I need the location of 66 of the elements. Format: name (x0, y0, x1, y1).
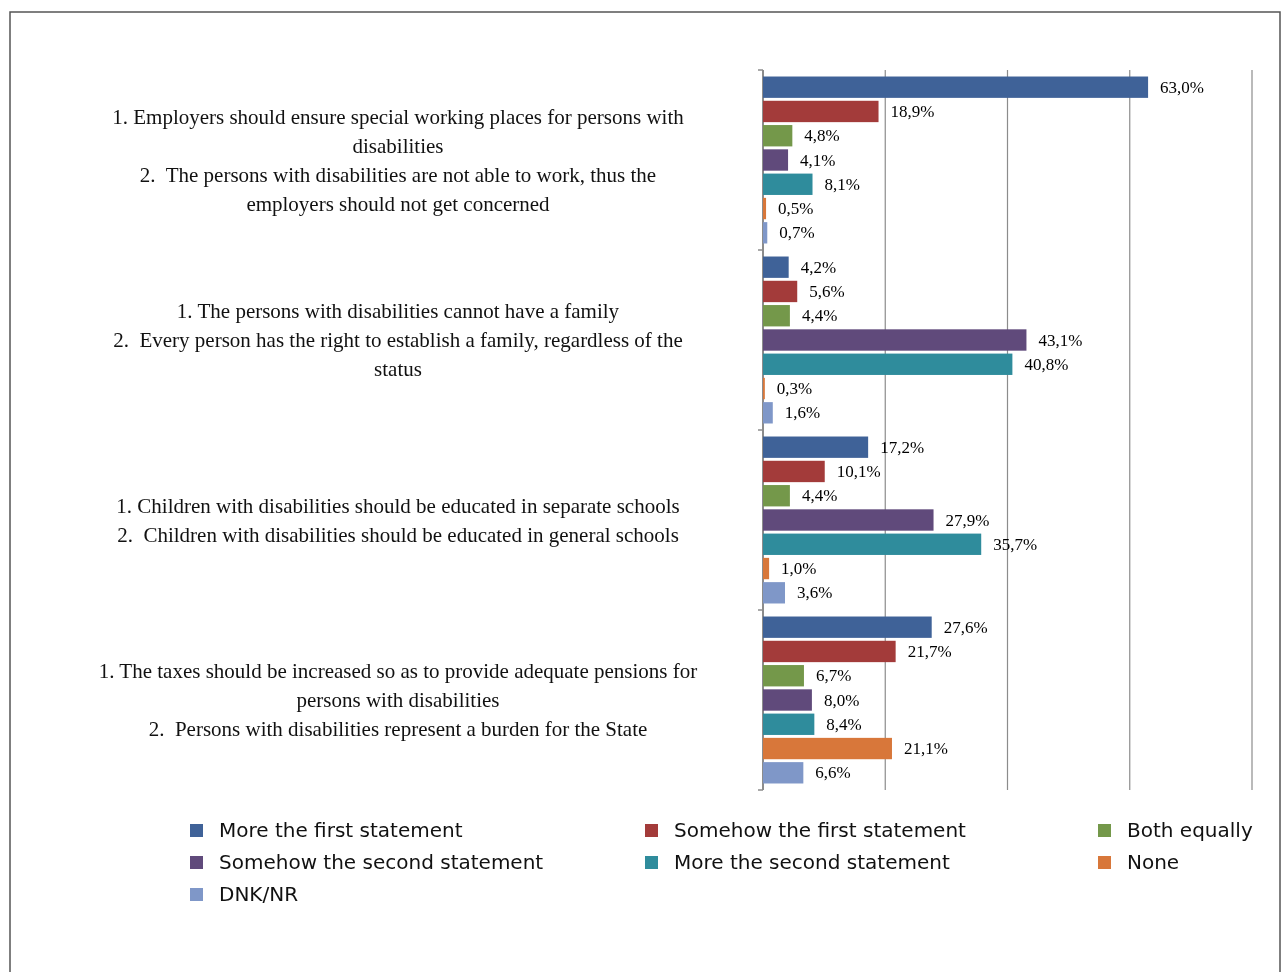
data-label: 4,8% (804, 126, 840, 146)
data-label: 8,0% (823, 690, 860, 710)
data-label: 10,1% (836, 461, 881, 481)
bar (763, 222, 768, 244)
data-label: 4,2% (800, 257, 837, 277)
legend-label: DNK/NR (219, 882, 299, 906)
data-label: 27,9% (945, 510, 990, 530)
bar (763, 173, 813, 195)
bar (763, 149, 789, 171)
bar (763, 460, 825, 483)
bar (763, 256, 789, 278)
bar (763, 665, 804, 687)
bar (763, 485, 790, 507)
data-label: 43,1% (1038, 330, 1083, 350)
y-tick-label: 1. Children with disabilities should be educated in separate schools 2. Children with disabilities should be educated in general schools (116, 493, 680, 547)
bar (763, 582, 786, 604)
bar (763, 689, 812, 711)
data-label: 1,0% (781, 559, 817, 579)
bar (763, 402, 773, 424)
bar (763, 197, 767, 220)
data-label: 27,6% (943, 617, 988, 637)
y-tick-label: 1. The persons with disabilities cannot have a family 2. Every person has the right to establish a family, regardless of the status (113, 299, 683, 381)
bar (763, 762, 804, 784)
data-label: 0,7% (779, 223, 815, 243)
data-label: 18,9% (890, 101, 935, 121)
data-label: 5,6% (809, 281, 845, 301)
bar (763, 737, 892, 760)
data-label: 6,7% (815, 666, 852, 686)
bar (763, 557, 770, 580)
data-label: 4,4% (801, 486, 838, 506)
y-tick-label: 1. The taxes should be increased so as to provide adequate pensions for persons with disabilities 2. Persons with disabilities represent a burden for the State (98, 659, 698, 741)
bar (763, 329, 1027, 351)
bar (763, 100, 879, 123)
data-label: 0,5% (778, 199, 814, 219)
data-label: 40,8% (1024, 354, 1069, 374)
data-label: 4,4% (801, 306, 838, 326)
data-label: 21,7% (907, 641, 952, 661)
data-label: 3,6% (797, 583, 833, 603)
bar (763, 640, 896, 663)
data-label: 21,1% (903, 739, 948, 759)
legend-label: Both equally (1127, 818, 1253, 842)
bar (763, 616, 932, 638)
data-label: 8,1% (824, 174, 860, 194)
bar (763, 353, 1013, 375)
legend-label: More the first statement (219, 818, 463, 842)
bar (763, 509, 934, 531)
data-label: 17,2% (880, 437, 925, 457)
bar (763, 305, 790, 327)
data-label: 0,3% (776, 379, 813, 399)
bar (763, 533, 982, 555)
data-label: 6,6% (815, 763, 851, 783)
data-label: 8,4% (826, 714, 862, 734)
bar (763, 76, 1149, 98)
legend-label: Somehow the second statement (219, 850, 544, 874)
bar (763, 125, 793, 147)
legend-label: None (1127, 850, 1180, 874)
bar (763, 713, 815, 735)
data-label: 35,7% (993, 534, 1038, 554)
legend-label: More the second statement (674, 850, 950, 874)
bar (763, 436, 869, 458)
y-tick-label: 1. Employers should ensure special working places for persons with disabilities 2. The persons with disabilities are not able to work, thus the employers should not get concerned (112, 104, 685, 216)
data-label: 4,1% (800, 150, 836, 170)
legend-label: Somehow the first statement (674, 818, 967, 842)
data-label: 63,0% (1160, 77, 1205, 97)
data-label: 1,6% (784, 403, 821, 423)
bar (763, 280, 798, 303)
